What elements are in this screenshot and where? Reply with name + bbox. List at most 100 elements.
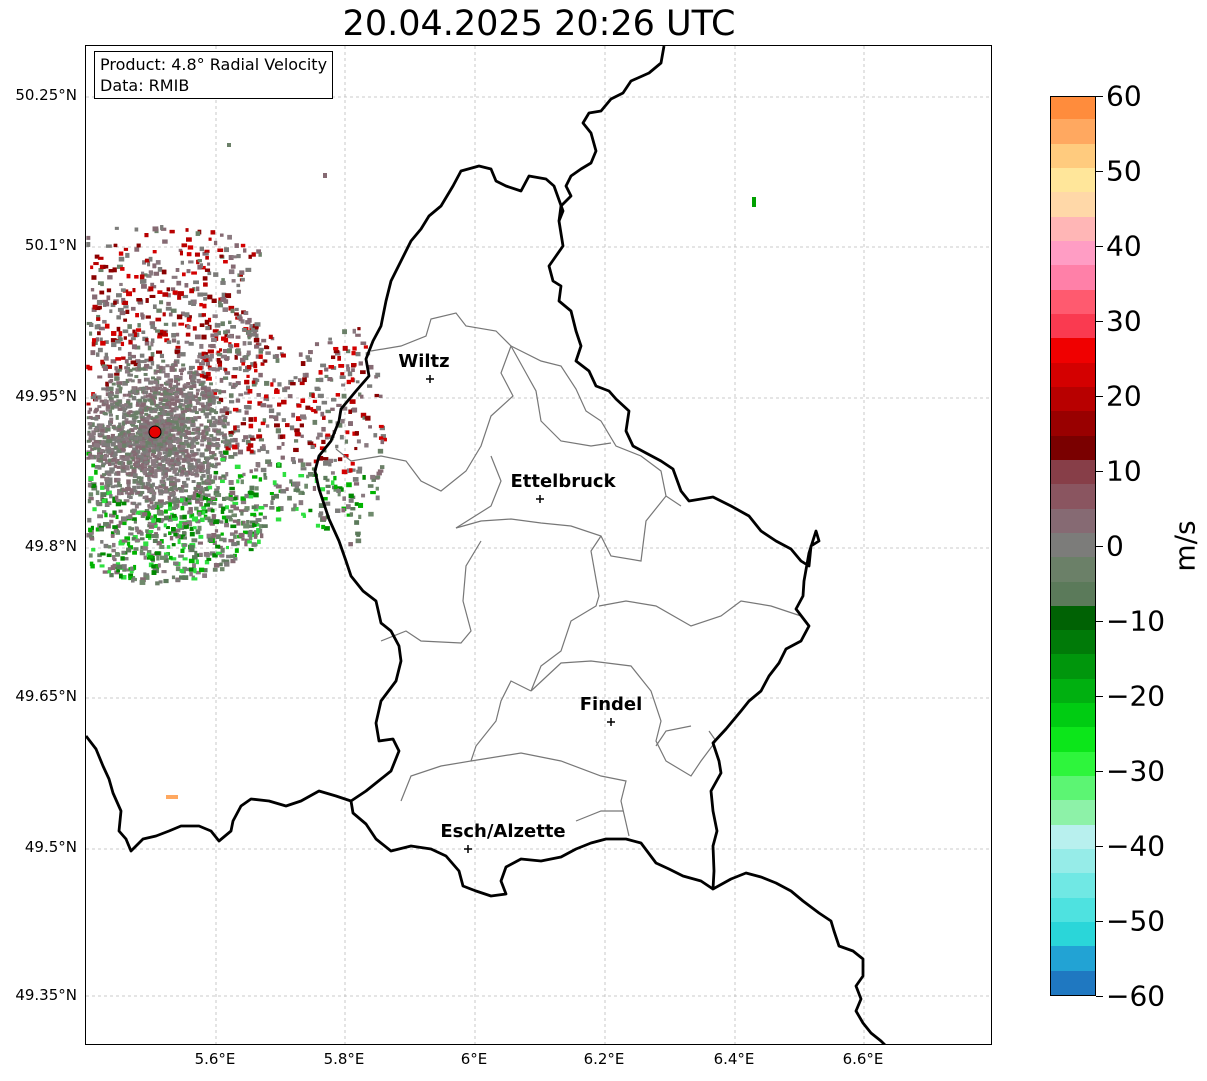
colorbar-tick-label: 60	[1106, 79, 1142, 113]
radar-echo-pixel	[223, 450, 229, 455]
radar-echo-pixel	[318, 370, 323, 375]
radar-echo-pixel	[159, 383, 164, 387]
radar-echo-pixel	[378, 394, 383, 398]
radar-echo-pixel	[126, 366, 131, 370]
radar-echo-pixel	[173, 379, 178, 383]
radar-echo-pixel	[173, 368, 177, 372]
radar-echo-pixel	[101, 462, 106, 466]
radar-echo-pixel	[352, 328, 356, 334]
radar-echo-pixel	[116, 470, 121, 476]
radar-echo-pixel	[165, 402, 170, 406]
radar-echo-pixel	[155, 260, 161, 265]
radar-echo-pixel	[117, 461, 122, 465]
radar-echo-pixel	[150, 402, 155, 406]
radar-echo-pixel	[147, 504, 151, 508]
radar-echo-pixel	[111, 331, 117, 336]
radar-echo-pixel	[189, 385, 194, 389]
radar-echo-pixel	[232, 367, 239, 371]
radar-echo-pixel	[195, 500, 200, 504]
radar-echo-pixel	[136, 454, 141, 458]
radar-echo-pixel	[272, 480, 277, 485]
radar-echo-pixel	[167, 436, 172, 440]
radar-echo-pixel	[187, 499, 192, 503]
radar-echo-pixel	[119, 282, 123, 287]
radar-echo-pixel	[110, 534, 115, 538]
colorbar-band	[1051, 605, 1095, 631]
radar-echo-pixel	[173, 447, 178, 451]
radar-echo-pixel	[170, 407, 175, 411]
radar-echo-pixel	[183, 536, 187, 540]
radar-echo-pixel	[375, 372, 381, 378]
radar-echo-pixel	[276, 412, 281, 416]
colorbar-band	[1051, 775, 1095, 801]
radar-echo-pixel	[155, 517, 161, 523]
radar-echo-pixel	[142, 398, 147, 402]
map-canvas[interactable]	[86, 46, 992, 1045]
radar-echo-pixel	[156, 540, 162, 546]
radar-echo-pixel	[220, 321, 225, 327]
radar-echo-pixel	[111, 458, 116, 462]
radar-echo-pixel	[118, 541, 125, 546]
radar-echo-pixel	[230, 504, 237, 509]
radar-echo-pixel	[111, 451, 118, 456]
radar-echo-pixel	[260, 362, 265, 366]
radar-echo-pixel	[298, 490, 304, 495]
radar-echo-pixel	[157, 442, 162, 446]
radar-echo-pixel	[136, 490, 141, 494]
radar-echo-pixel	[124, 452, 129, 456]
radar-echo-pixel	[221, 433, 227, 438]
radar-echo-pixel	[145, 422, 150, 426]
radar-echo-pixel	[135, 410, 142, 415]
radar-echo-pixel	[158, 398, 163, 402]
radar-echo-pixel	[221, 474, 226, 478]
radar-echo-pixel	[188, 300, 192, 305]
radar-echo-pixel	[205, 252, 209, 256]
radar-echo-pixel	[181, 480, 187, 485]
radar-echo-pixel	[168, 312, 173, 317]
radar-echo-pixel	[149, 483, 154, 489]
radar-echo-pixel	[115, 339, 121, 344]
radar-echo-pixel	[112, 555, 116, 560]
radar-echo-pixel	[217, 330, 221, 336]
radar-echo-pixel	[87, 482, 93, 488]
radar-echo-pixel	[245, 405, 252, 410]
radar-echo-pixel	[133, 436, 138, 440]
radar-echo-pixel	[153, 396, 158, 400]
radar-echo-pixel	[211, 298, 217, 303]
radar-echo-pixel	[184, 340, 190, 344]
radar-echo-pixel	[174, 420, 179, 424]
radar-echo-pixel	[94, 340, 98, 345]
colorbar-tick-label: −20	[1106, 679, 1166, 713]
radar-echo-pixel	[181, 417, 186, 421]
radar-echo-pixel	[180, 414, 185, 418]
radar-echo-pixel	[328, 365, 335, 369]
radar-echo-pixel	[139, 444, 143, 449]
radar-echo-pixel	[354, 502, 359, 506]
radar-echo-pixel	[131, 510, 136, 516]
radar-echo-pixel	[118, 347, 122, 351]
radar-echo-pixel	[140, 418, 145, 422]
radar-echo-pixel	[349, 512, 354, 517]
radar-echo-pixel	[187, 371, 192, 375]
radar-echo-pixel	[311, 393, 315, 399]
radar-echo-pixel	[304, 483, 308, 489]
radar-echo-pixel	[219, 233, 224, 237]
lat-label: 49.35°N	[15, 986, 77, 1004]
map-panel[interactable]	[85, 45, 992, 1045]
radar-echo-pixel	[172, 444, 176, 449]
radar-echo-pixel	[116, 389, 122, 394]
radar-echo-pixel	[199, 466, 204, 470]
radar-echo-pixel	[175, 391, 180, 395]
radar-echo-pixel	[368, 425, 373, 429]
radar-echo-pixel	[228, 454, 235, 459]
radar-echo-pixel	[102, 443, 107, 447]
radar-echo-pixel	[174, 407, 179, 411]
radar-echo-pixel	[224, 333, 229, 337]
radar-echo-pixel	[131, 517, 137, 521]
radar-echo-pixel	[246, 330, 251, 335]
radar-echo-pixel	[90, 265, 94, 270]
radar-echo-pixel	[330, 407, 335, 411]
radar-echo-pixel	[161, 424, 166, 428]
radar-echo-pixel	[192, 417, 198, 422]
radar-echo-pixel	[224, 518, 229, 524]
